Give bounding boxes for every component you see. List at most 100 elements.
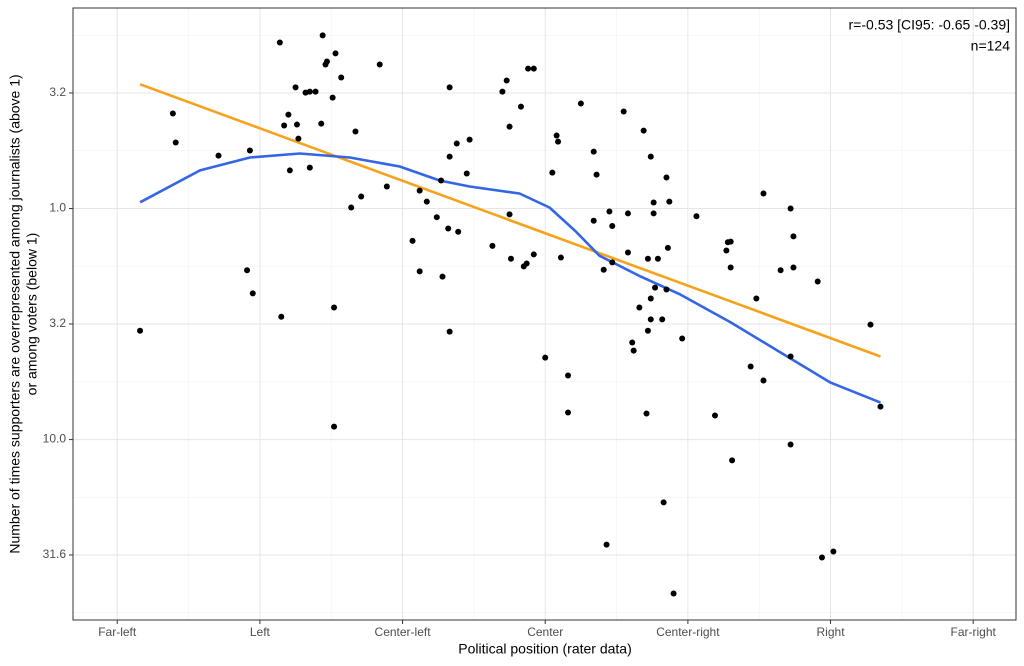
- point: [503, 77, 510, 84]
- fit-line: [139, 152, 881, 404]
- point: [553, 132, 560, 139]
- point: [787, 205, 794, 212]
- point: [285, 111, 292, 118]
- points: [137, 32, 884, 597]
- fits: [139, 83, 881, 404]
- point: [331, 304, 338, 311]
- point: [723, 247, 730, 254]
- point: [666, 198, 673, 205]
- point: [643, 410, 650, 417]
- point: [137, 327, 144, 334]
- point: [790, 233, 797, 240]
- point: [663, 174, 670, 181]
- point: [323, 58, 330, 65]
- point: [329, 94, 336, 101]
- x-tick-label: Center-right: [656, 625, 720, 639]
- point: [281, 122, 288, 129]
- point: [358, 193, 365, 200]
- point: [499, 88, 506, 95]
- point: [650, 210, 657, 217]
- point: [818, 554, 825, 561]
- point: [523, 260, 530, 267]
- point: [293, 121, 300, 128]
- panel-border: [72, 7, 1017, 621]
- point: [446, 328, 453, 335]
- point: [489, 242, 496, 249]
- point: [636, 304, 643, 311]
- point: [777, 267, 784, 274]
- point: [693, 213, 700, 220]
- point: [664, 244, 671, 251]
- point: [331, 423, 338, 430]
- point: [244, 267, 251, 274]
- point: [830, 548, 837, 555]
- point: [600, 266, 607, 273]
- point: [445, 225, 452, 232]
- point: [246, 147, 253, 154]
- point: [663, 286, 670, 293]
- x-tick-label: Far-right: [951, 625, 997, 639]
- y-tick-label: 3.2: [49, 316, 66, 330]
- point: [455, 228, 462, 235]
- y-tick-label: 1.0: [49, 201, 66, 215]
- x-tick-label: Right: [817, 625, 846, 639]
- point: [565, 372, 572, 379]
- point: [557, 254, 564, 261]
- point: [542, 354, 549, 361]
- fit-line: [139, 83, 881, 358]
- y-axis-title: Number of times supporters are overrepre…: [7, 74, 23, 553]
- annotation: r=-0.53 [CI95: -0.65 -0.39]: [849, 17, 1010, 33]
- point: [525, 65, 532, 72]
- point: [249, 290, 256, 297]
- point: [555, 138, 562, 145]
- point: [506, 123, 513, 130]
- point: [609, 222, 616, 229]
- point: [640, 127, 647, 134]
- point: [348, 204, 355, 211]
- point: [169, 110, 176, 117]
- point: [292, 84, 299, 91]
- point: [606, 208, 613, 215]
- point: [603, 541, 610, 548]
- x-tick-label: Left: [250, 625, 271, 639]
- point: [590, 217, 597, 224]
- point: [727, 238, 734, 245]
- point: [453, 140, 460, 147]
- point: [790, 264, 797, 271]
- point: [679, 335, 686, 342]
- point: [530, 251, 537, 258]
- y-tick-label: 31.6: [43, 547, 67, 561]
- annotation: n=124: [971, 38, 1011, 54]
- point: [593, 171, 600, 178]
- point: [660, 499, 667, 506]
- point: [620, 108, 627, 115]
- point: [652, 284, 659, 291]
- point: [312, 88, 319, 95]
- point: [318, 120, 325, 127]
- x-tick-label: Center: [527, 625, 563, 639]
- point: [466, 136, 473, 143]
- point: [647, 316, 654, 323]
- x-tick-label: Center-left: [375, 625, 432, 639]
- point: [338, 74, 345, 81]
- point: [629, 339, 636, 346]
- point: [319, 32, 326, 39]
- y-axis-title: or among voters (below 1): [24, 233, 40, 396]
- point: [423, 198, 430, 205]
- point: [549, 169, 556, 176]
- point: [215, 152, 222, 159]
- point: [760, 190, 767, 197]
- point: [383, 183, 390, 190]
- point: [565, 409, 572, 416]
- point: [463, 170, 470, 177]
- point: [644, 327, 651, 334]
- point: [530, 65, 537, 72]
- x-tick-label: Far-left: [98, 625, 137, 639]
- point: [877, 403, 884, 410]
- point: [438, 177, 445, 184]
- grid: [73, 8, 1016, 620]
- point: [306, 88, 313, 95]
- point: [814, 278, 821, 285]
